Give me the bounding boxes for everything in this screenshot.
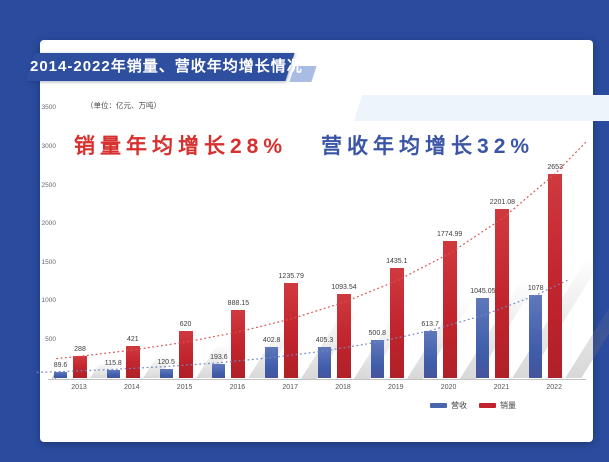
legend-item: 营收	[430, 400, 467, 411]
revenue-value-label: 1078	[527, 285, 544, 293]
unit-label: （单位：亿元、万吨）	[86, 101, 161, 110]
revenue-value-label: 89.6	[53, 361, 68, 369]
legend-label: 销量	[500, 401, 516, 410]
x-axis-tick-label: 2022	[546, 384, 562, 391]
x-axis-tick-label: 2014	[124, 384, 140, 391]
x-axis-tick-label: 2021	[493, 384, 510, 391]
revenue-bar	[54, 371, 67, 379]
x-axis-tick-label: 2017	[282, 384, 298, 391]
revenue-value-label: 193.6	[210, 353, 228, 361]
revenue-value-label: 405.3	[315, 337, 334, 345]
revenue-bar	[212, 363, 226, 379]
revenue-bar	[529, 295, 543, 379]
sales-value-label: 1774.99	[436, 231, 463, 239]
sales-bar	[548, 173, 563, 379]
revenue-bar	[423, 331, 437, 379]
y-axis-tick-label: 500	[45, 335, 56, 343]
x-axis-tick-label: 2016	[229, 384, 246, 391]
x-axis-tick-label: 2015	[176, 384, 193, 391]
y-axis-tick-label: 2000	[41, 220, 56, 228]
sales-bar	[231, 309, 246, 379]
sales-value-label: 421	[126, 335, 139, 343]
revenue-bar	[318, 347, 331, 379]
legend-label: 营收	[451, 401, 467, 410]
sales-value-label: 1093.54	[331, 284, 357, 292]
sales-value-label: 620	[179, 320, 192, 328]
sales-value-label: 288	[74, 346, 86, 354]
revenue-bar	[159, 369, 173, 379]
revenue-value-label: 500.8	[368, 329, 387, 337]
sales-bar	[284, 283, 299, 379]
x-axis-tick-label: 2020	[440, 384, 457, 391]
revenue-bar	[265, 347, 279, 379]
y-axis-tick-label: 2500	[41, 181, 56, 189]
y-axis-tick-label: 1500	[41, 258, 56, 266]
sales-value-label: 1435.1	[386, 257, 408, 265]
revenue-value-label: 120.5	[157, 359, 175, 367]
y-axis-tick-label: 3500	[41, 104, 56, 112]
x-axis-tick-label: 2018	[335, 384, 351, 391]
revenue-value-label: 402.8	[262, 337, 281, 345]
sales-bar	[442, 241, 457, 379]
x-axis-line	[48, 378, 586, 380]
x-axis-tick-label: 2019	[388, 384, 404, 391]
chart-legend: 营收 销量	[430, 400, 516, 411]
sales-value-label: 1235.79	[278, 273, 304, 281]
legend-swatch	[479, 403, 496, 408]
sales-bar	[178, 330, 193, 379]
revenue-value-label: 613.7	[421, 321, 439, 329]
revenue-bar	[370, 339, 384, 379]
revenue-value-label: 115.8	[104, 359, 122, 367]
sales-bar	[389, 267, 404, 379]
y-axis-tick-label: 1000	[41, 297, 56, 305]
legend-swatch	[430, 403, 447, 408]
sales-value-label: 2201.08	[489, 198, 516, 206]
sales-value-label: 888.15	[227, 299, 250, 307]
revenue-bar	[476, 297, 490, 379]
revenue-value-label: 1045.05	[470, 287, 496, 295]
bar-reflection-shadow	[406, 298, 473, 379]
revenue-bar	[106, 369, 120, 379]
x-axis-tick-label: 2013	[71, 384, 87, 391]
y-axis-tick-label: 3000	[41, 142, 56, 150]
legend-item: 销量	[479, 400, 516, 411]
sales-value-label: 2653	[547, 163, 563, 171]
